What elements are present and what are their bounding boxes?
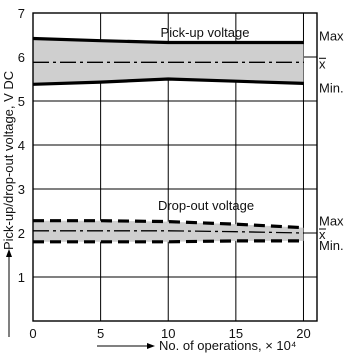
x-axis-arrowhead bbox=[147, 343, 155, 349]
x-tick-label-0: 0 bbox=[29, 326, 36, 341]
series-lines bbox=[32, 36, 304, 244]
y-axis-arrowhead bbox=[6, 249, 12, 257]
pickup-min-line bbox=[32, 77, 304, 86]
dropout-max-label: Max bbox=[319, 214, 344, 229]
dropout-mean-label: x bbox=[319, 227, 326, 242]
pickup-max-line bbox=[32, 36, 304, 45]
x-tick-label-5: 5 bbox=[97, 326, 104, 341]
tick-labels: 0 5 10 15 20 1 2 3 4 5 6 7 bbox=[18, 6, 311, 341]
dropout-mean-line bbox=[33, 230, 304, 234]
y-tick-label-6: 6 bbox=[18, 50, 25, 65]
y-tick-label-7: 7 bbox=[18, 6, 25, 21]
series-label-dropout: Drop-out voltage bbox=[158, 198, 254, 213]
dropout-min-line bbox=[33, 239, 304, 244]
x-tick-label-20: 20 bbox=[296, 326, 310, 341]
y-tick-label-2: 2 bbox=[18, 226, 25, 241]
dropout-max-line bbox=[33, 219, 304, 230]
plot-frame bbox=[32, 12, 318, 322]
dropout-min-label: Min. bbox=[319, 238, 344, 253]
x-tick-label-15: 15 bbox=[229, 326, 243, 341]
y-tick-label-1: 1 bbox=[18, 270, 25, 285]
y-tick-label-3: 3 bbox=[18, 182, 25, 197]
y-axis-label-group: Pick-up/drop-out voltage, V DC bbox=[1, 71, 16, 337]
pickup-range-band bbox=[33, 38, 304, 85]
y-tick-label-5: 5 bbox=[18, 94, 25, 109]
y-tick-label-4: 4 bbox=[18, 138, 25, 153]
x-axis-label: No. of operations, × 10⁴ bbox=[159, 338, 296, 353]
pickup-min-label: Min. bbox=[319, 80, 344, 95]
pickup-mean-label: x bbox=[319, 56, 326, 71]
y-axis-label: Pick-up/drop-out voltage, V DC bbox=[1, 71, 16, 250]
pickup-max-label: Max bbox=[319, 28, 344, 43]
x-axis-label-group: No. of operations, × 10⁴ bbox=[97, 338, 296, 353]
series-label-pickup: Pick-up voltage bbox=[161, 25, 250, 40]
x-tick-label-10: 10 bbox=[161, 326, 175, 341]
